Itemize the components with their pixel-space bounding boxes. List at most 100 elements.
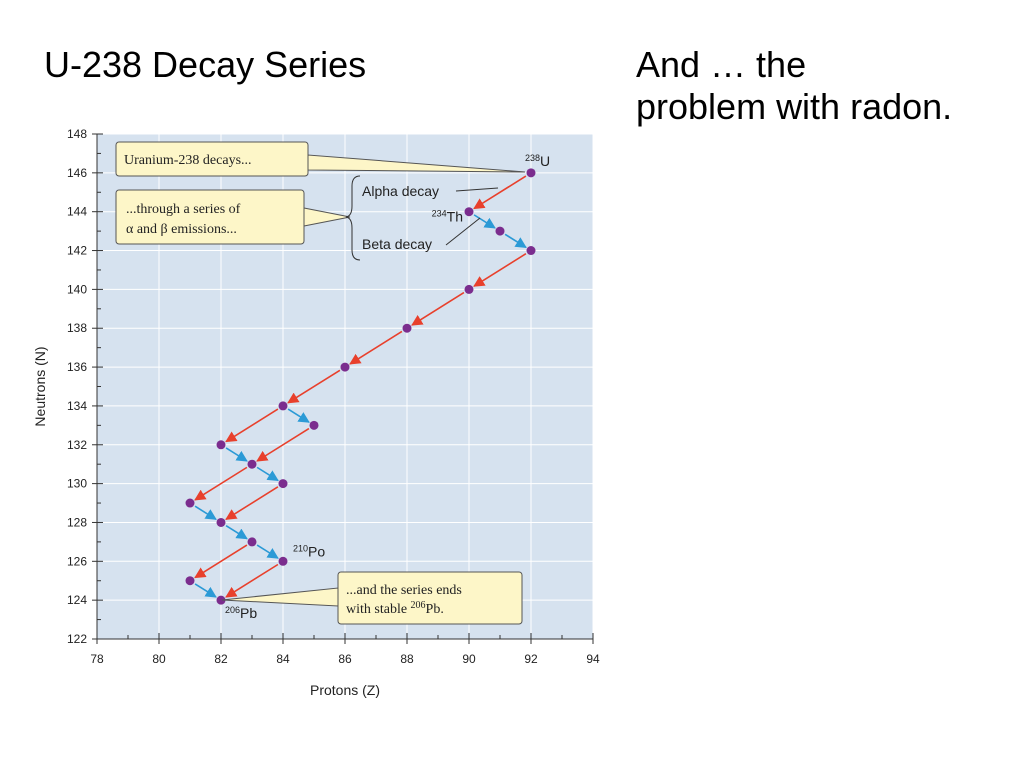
- y-tick-label: 124: [67, 593, 87, 607]
- isotope-symbol: Pb: [240, 605, 257, 621]
- callout-emissions-box: [115, 189, 305, 245]
- alpha-decay-arrow: [349, 330, 403, 365]
- alpha-decay-arrow: [225, 408, 279, 443]
- nuclide-point: [526, 168, 536, 178]
- isotope-label-po: 210Po: [293, 543, 325, 559]
- decay-arrows: [194, 175, 527, 598]
- x-tick-label: 88: [400, 652, 414, 666]
- nuclide-point: [216, 440, 226, 450]
- callout-emissions: ...through a series of α and β emissions…: [115, 175, 361, 261]
- nuclide-point: [278, 479, 288, 489]
- y-tick-label: 122: [67, 632, 87, 646]
- beta-decay-arrow: [473, 214, 496, 229]
- nuclide-point: [247, 459, 257, 469]
- callout-series-end-mass: 206: [411, 600, 426, 611]
- x-tick-label: 90: [462, 652, 476, 666]
- isotope-symbol: Th: [447, 209, 463, 225]
- isotope-mass-number: 206: [225, 605, 240, 615]
- y-tick-label: 128: [67, 515, 87, 529]
- x-tick-label: 80: [152, 652, 166, 666]
- nuclide-point: [309, 420, 319, 430]
- callout-series-end-symbol: Pb.: [426, 602, 444, 617]
- callout-series-end: ...and the series ends with stable 206Pb…: [221, 571, 523, 625]
- nuclide-point: [495, 226, 505, 236]
- side-note-line-1: And … the: [636, 44, 807, 85]
- isotope-symbol: U: [540, 153, 550, 169]
- x-axis-title: Protons (Z): [310, 682, 380, 698]
- callout-emissions-line-2: α and β emissions...: [126, 222, 237, 237]
- callout-uranium-text: Uranium-238 decays...: [124, 153, 252, 168]
- alpha-decay-arrow: [225, 486, 279, 520]
- y-tick-label: 142: [67, 244, 87, 258]
- nuclide-points: [185, 168, 536, 605]
- alpha-decay-arrow: [256, 427, 310, 462]
- annotation-brace: [345, 175, 361, 261]
- y-tick-label: 146: [67, 166, 87, 180]
- y-tick-label: 132: [67, 438, 87, 452]
- side-note: And … the problem with radon.: [636, 44, 1016, 128]
- callout-series-end-box: [337, 571, 523, 625]
- beta-decay-leader: [445, 217, 481, 246]
- isotope-label-th: 234Th: [432, 209, 463, 225]
- isotope-label-pb: 206Pb: [225, 605, 257, 621]
- y-tick-label: 144: [67, 205, 87, 219]
- alpha-decay-arrow: [194, 466, 248, 501]
- y-tick-label: 136: [67, 360, 87, 374]
- y-tick-label: 126: [67, 554, 87, 568]
- x-tick-label: 92: [524, 652, 538, 666]
- isotope-mass-number: 210: [293, 543, 308, 553]
- beta-decay-arrow: [194, 583, 217, 598]
- alpha-decay-leader: [455, 187, 499, 192]
- y-tick-label: 138: [67, 321, 87, 335]
- y-tick-label: 148: [67, 127, 87, 141]
- alpha-decay-label: Alpha decay: [362, 183, 439, 199]
- x-tick-label: 78: [90, 652, 104, 666]
- callout-emissions-line-1: ...through a series of: [126, 202, 241, 217]
- beta-decay-arrow: [225, 524, 248, 540]
- callout-series-end-prefix: with stable: [346, 602, 411, 617]
- isotope-mass-number: 238: [525, 153, 540, 163]
- nuclide-point: [216, 595, 226, 605]
- y-axis-title: Neutrons (N): [32, 346, 48, 426]
- nuclide-point: [185, 498, 195, 508]
- y-tick-label: 140: [67, 282, 87, 296]
- beta-decay-arrow: [504, 233, 527, 249]
- alpha-decay-arrow: [473, 253, 527, 287]
- beta-decay-arrow: [256, 466, 279, 482]
- beta-decay-arrow: [287, 408, 310, 423]
- x-tick-label: 82: [214, 652, 228, 666]
- alpha-decay-arrow: [287, 369, 341, 404]
- x-tick-label: 94: [586, 652, 600, 666]
- nuclide-point: [278, 401, 288, 411]
- nuclide-point: [247, 537, 257, 547]
- nuclide-point: [340, 362, 350, 372]
- beta-decay-label: Beta decay: [362, 236, 432, 252]
- axes: 78 80 82 84 86 88 90 92 94 122 124 126 128 130 132 134 1…: [67, 127, 600, 666]
- nuclide-point: [216, 517, 226, 527]
- alpha-decay-arrow: [411, 291, 465, 326]
- callout-uranium-box: [115, 141, 309, 177]
- callout-uranium: Uranium-238 decays...: [115, 141, 526, 177]
- x-tick-label: 86: [338, 652, 352, 666]
- alpha-decay-arrow: [473, 175, 527, 210]
- callout-series-end-line-2: with stable 206Pb.: [346, 600, 444, 617]
- nuclide-point: [464, 284, 474, 294]
- x-tick-label: 84: [276, 652, 290, 666]
- isotope-label-u: 238U: [525, 153, 550, 169]
- isotope-symbol: Po: [308, 543, 325, 559]
- nuclide-point: [464, 207, 474, 217]
- y-tick-label: 134: [67, 399, 87, 413]
- nuclide-point: [526, 246, 536, 256]
- beta-decay-arrow: [194, 505, 217, 520]
- beta-decay-arrow: [256, 544, 279, 559]
- alpha-decay-arrow: [194, 544, 248, 579]
- side-note-line-2: problem with radon.: [636, 86, 953, 127]
- beta-decay-arrow: [225, 447, 248, 462]
- slide-title: U-238 Decay Series: [44, 44, 367, 85]
- alpha-decay-arrow: [225, 563, 279, 598]
- nuclide-point: [402, 323, 412, 333]
- nuclide-point: [278, 556, 288, 566]
- isotope-mass-number: 234: [432, 209, 447, 219]
